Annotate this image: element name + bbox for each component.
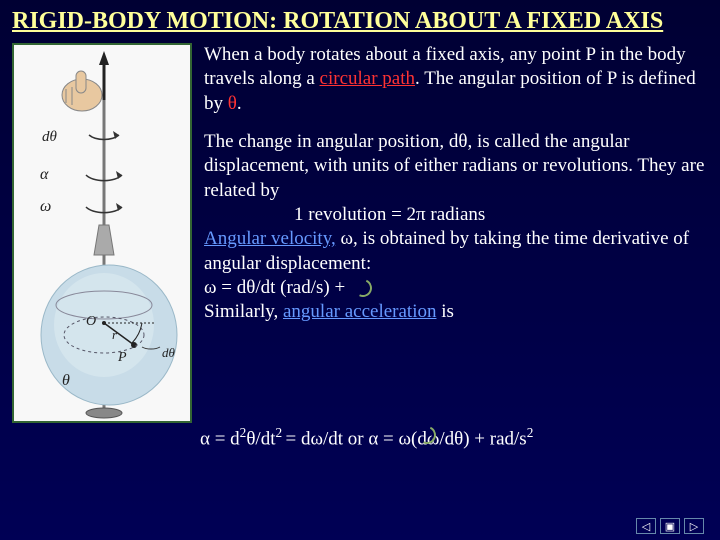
- fa-sup3: 2: [527, 425, 534, 440]
- p2-t5: is: [436, 301, 453, 322]
- label-dtheta-bot: dθ: [162, 345, 176, 360]
- link-angular-acceleration[interactable]: angular acceleration: [283, 301, 436, 322]
- link-circular-path[interactable]: circular path: [320, 68, 415, 89]
- fa-t2: θ/dt: [246, 428, 275, 449]
- nav-home-button[interactable]: ▣: [660, 518, 680, 534]
- label-dtheta-top: dθ: [42, 129, 58, 145]
- p1-t3: .: [237, 93, 242, 114]
- direction-arc-icon: [351, 277, 374, 300]
- omega-formula: ω = dθ/dt (rad/s) +: [204, 277, 345, 298]
- fa-t3: = dω/dt or α = ω(dω/dθ) + rad/s: [285, 428, 526, 449]
- rotation-diagram: dθ α ω O r P: [12, 43, 192, 423]
- omega-formula-line: ω = dθ/dt (rad/s) +: [204, 276, 708, 300]
- diagram-svg: dθ α ω O r P: [14, 45, 190, 421]
- paragraph-2: The change in angular position, dθ, is c…: [204, 130, 708, 325]
- paragraph-1: When a body rotates about a fixed axis, …: [204, 43, 708, 116]
- p1-theta: θ: [228, 93, 237, 114]
- nav-next-button[interactable]: ▷: [684, 518, 704, 534]
- content-area: dθ α ω O r P: [0, 39, 720, 423]
- page-title: RIGID-BODY MOTION: ROTATION ABOUT A FIXE…: [0, 0, 720, 39]
- label-O: O: [86, 314, 96, 329]
- nav-controls: ◁ ▣ ▷: [636, 518, 704, 534]
- relation-line: 1 revolution = 2π radians: [204, 203, 708, 227]
- p2-t4: Similarly,: [204, 301, 283, 322]
- p2-t1: The change in angular position, d: [204, 131, 458, 152]
- alpha-formula-line: α = d2θ/dt2 = dω/dt or α = ω(dω/dθ) + ra…: [0, 423, 720, 450]
- label-theta: θ: [62, 372, 70, 389]
- text-column: When a body rotates about a fixed axis, …: [204, 43, 708, 423]
- nav-prev-button[interactable]: ◁: [636, 518, 656, 534]
- label-alpha: α: [40, 166, 49, 183]
- link-angular-velocity[interactable]: Angular velocity,: [204, 228, 336, 249]
- label-omega: ω: [40, 198, 51, 215]
- fa-t: α = d: [200, 428, 240, 449]
- fa-sup2: 2: [276, 425, 286, 440]
